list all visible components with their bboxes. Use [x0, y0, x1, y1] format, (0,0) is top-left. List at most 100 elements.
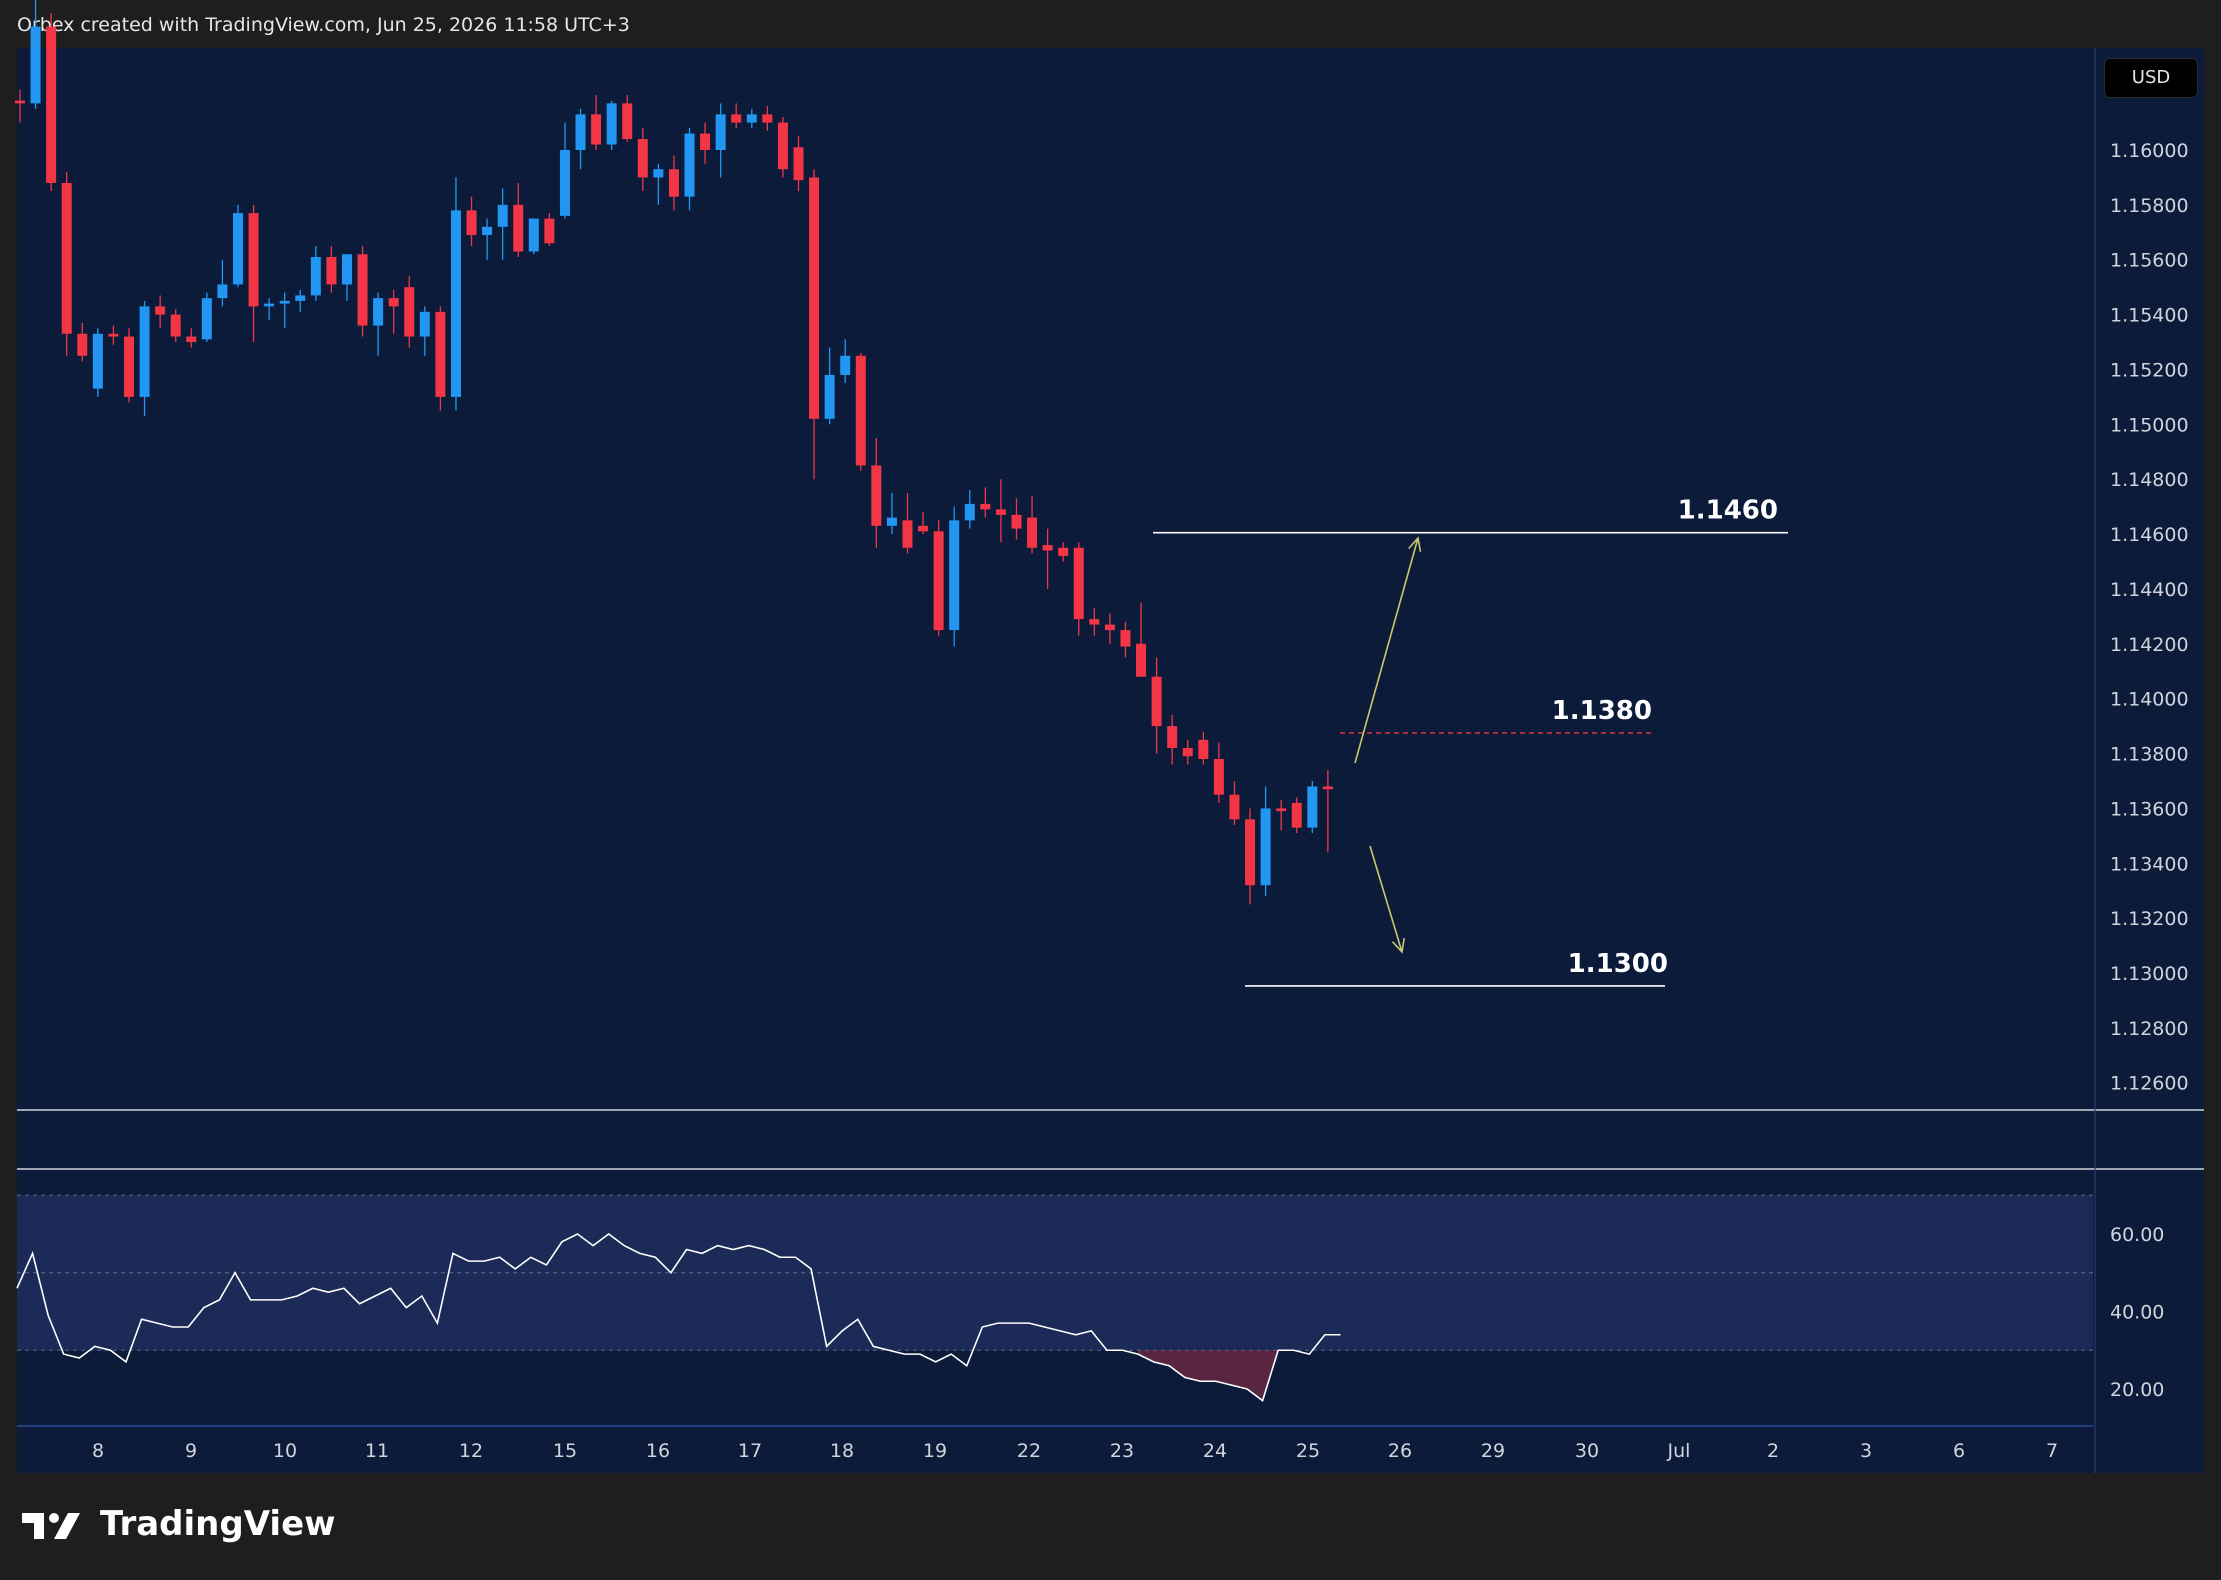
candle-body — [871, 465, 882, 526]
candle-body — [139, 306, 150, 397]
price-tick-label: 1.15800 — [2110, 195, 2189, 217]
candle-body — [622, 103, 633, 140]
candle-body — [918, 525, 929, 532]
candle-body — [1089, 619, 1100, 625]
price-tick-label: 1.14200 — [2110, 634, 2189, 656]
arrow-down-head — [1391, 938, 1405, 954]
candle-body — [1120, 630, 1131, 647]
price-tick-label: 1.16000 — [2110, 140, 2189, 162]
candle-body — [902, 520, 913, 548]
candle-body — [777, 122, 788, 170]
time-tick-label: 29 — [1481, 1440, 1505, 1462]
time-tick-label: 8 — [92, 1440, 104, 1462]
candle-body — [232, 213, 243, 285]
price-tick-label: 1.15400 — [2110, 305, 2189, 327]
candle-body — [310, 256, 321, 296]
time-tick-label: 25 — [1296, 1440, 1320, 1462]
candle-body — [715, 114, 726, 150]
price-tick-label: 1.14600 — [2110, 524, 2189, 546]
candle-body — [1136, 643, 1147, 677]
price-tick-label: 1.12800 — [2110, 1018, 2189, 1040]
candle-body — [217, 284, 228, 299]
candle-body — [855, 355, 866, 466]
time-tick-label: 12 — [459, 1440, 483, 1462]
candle-body — [1042, 545, 1053, 551]
time-tick-label: 6 — [1953, 1440, 1965, 1462]
forecast-arrows[interactable] — [1354, 536, 1422, 954]
rsi-tick-label: 20.00 — [2110, 1379, 2164, 1401]
level-label-lower-target: 1.1300 — [1568, 949, 1668, 979]
price-tick-label: 1.12600 — [2110, 1073, 2189, 1095]
time-tick-label: 3 — [1860, 1440, 1872, 1462]
arrow-down[interactable] — [1369, 845, 1405, 954]
candle-body — [201, 298, 212, 340]
candle-body — [1291, 802, 1302, 828]
time-tick-label: Jul — [1667, 1440, 1691, 1462]
arrow-up-shaft — [1354, 537, 1419, 764]
candle-body — [995, 509, 1006, 515]
price-tick-label: 1.13600 — [2110, 798, 2189, 820]
candle-body — [559, 150, 570, 216]
arrow-up-head — [1408, 536, 1422, 552]
candle-body — [341, 254, 352, 285]
candle-body — [186, 336, 197, 343]
candle-body — [108, 333, 119, 337]
candle-body — [482, 226, 493, 236]
candle-body — [513, 204, 524, 252]
currency-badge[interactable]: USD — [2104, 58, 2198, 98]
axes: 1.16000 1.15800 1.15600 1.15400 1.15200 1.150… — [17, 48, 2204, 1473]
candle-body — [746, 114, 757, 123]
candle-body — [1322, 786, 1333, 790]
candle-body — [279, 300, 290, 304]
candle-body — [450, 210, 461, 397]
candle-body — [949, 520, 960, 631]
arrow-up[interactable] — [1354, 536, 1422, 764]
time-tick-label: 19 — [923, 1440, 947, 1462]
candle-body — [46, 26, 57, 183]
candle-body — [606, 103, 617, 145]
time-tick-label: 22 — [1017, 1440, 1041, 1462]
candle-body — [497, 204, 508, 227]
candle-body — [435, 311, 446, 397]
time-tick-label: 17 — [738, 1440, 762, 1462]
candle-body — [388, 298, 399, 307]
rsi-oversold-fill — [1138, 1350, 1279, 1401]
header-caption: Orbex created with TradingView.com, Jun … — [17, 14, 630, 36]
candle-body — [373, 298, 384, 326]
candle-body — [264, 303, 275, 307]
time-tick-label: 30 — [1575, 1440, 1599, 1462]
tradingview-logo[interactable]: TradingView — [22, 1502, 336, 1546]
candle-body — [840, 355, 851, 375]
candle-body — [809, 177, 820, 419]
time-tick-label: 16 — [646, 1440, 670, 1462]
level-lines[interactable]: 1.1460 1.1380 1.1300 — [1153, 496, 1788, 987]
price-tick-label: 1.14400 — [2110, 579, 2189, 601]
header-bar: Orbex created with TradingView.com, Jun … — [0, 0, 2221, 48]
candle-body — [980, 503, 991, 510]
arrow-down-shaft — [1369, 845, 1403, 953]
candle-body — [653, 169, 664, 178]
candle-body — [824, 374, 835, 419]
candle-body — [295, 295, 306, 301]
price-tick-label: 1.13200 — [2110, 908, 2189, 930]
candle-body — [419, 311, 430, 337]
price-tick-label: 1.15200 — [2110, 359, 2189, 381]
tradingview-logo-text: TradingView — [100, 1504, 336, 1544]
candle-body — [30, 26, 41, 104]
rsi-band — [17, 1195, 2093, 1351]
candle-body — [700, 133, 711, 150]
candle-body — [793, 147, 804, 181]
candle-body — [1198, 739, 1209, 760]
candle-body — [466, 210, 477, 236]
time-tick-label: 9 — [185, 1440, 197, 1462]
candle-body — [1011, 514, 1022, 529]
time-tick-label: 15 — [553, 1440, 577, 1462]
rsi-pane — [16, 1194, 2093, 1402]
time-tick-label: 11 — [365, 1440, 389, 1462]
candle-body — [528, 218, 539, 252]
candle-body — [1027, 517, 1038, 548]
candle-body — [1151, 676, 1162, 727]
candle-body — [1276, 808, 1287, 812]
time-tick-label: 18 — [830, 1440, 854, 1462]
